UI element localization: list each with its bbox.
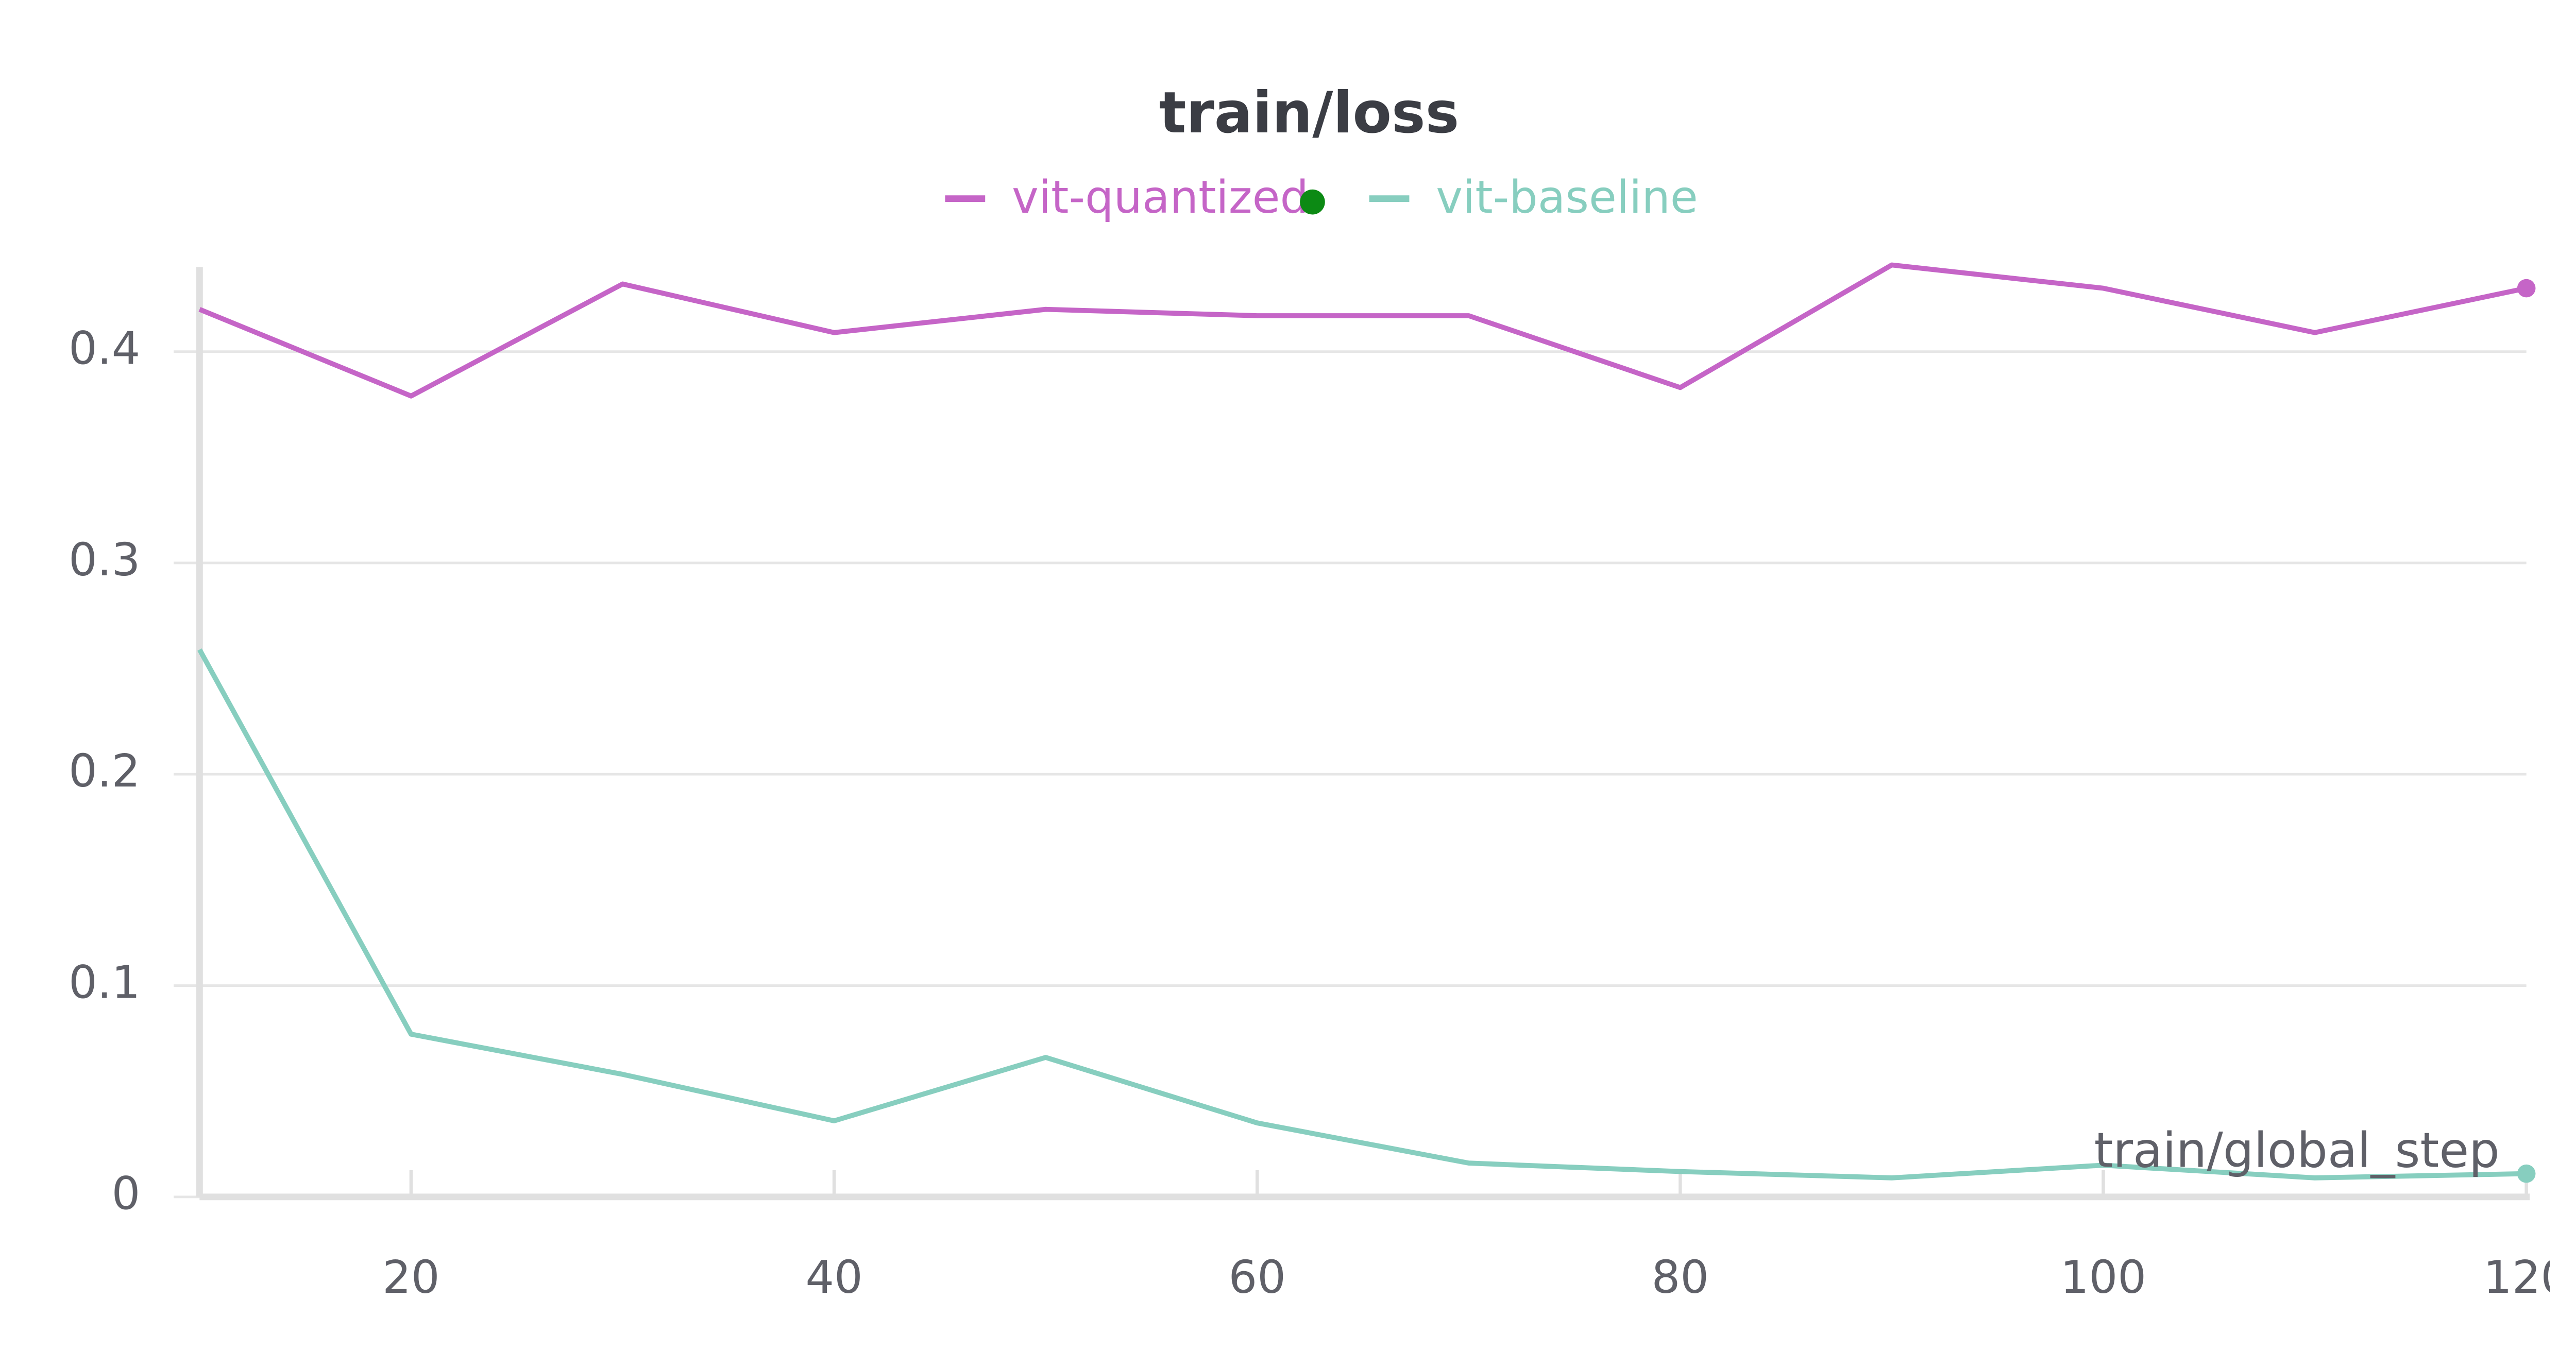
x-tick-label: 100 xyxy=(2060,1251,2146,1304)
x-tick-label: 60 xyxy=(1229,1251,1286,1304)
legend: vit-quantized vit-baseline xyxy=(945,171,1698,224)
y-tick-label: 0.2 xyxy=(69,745,140,797)
run-status-dot xyxy=(1300,189,1325,215)
y-tick-label: 0 xyxy=(112,1168,141,1220)
y-tick-label: 0.1 xyxy=(69,956,140,1008)
legend-label: vit-baseline xyxy=(1436,171,1698,224)
series-line xyxy=(197,648,2527,1181)
legend-label: vit-quantized xyxy=(1012,171,1309,224)
y-tick-label: 0.3 xyxy=(69,534,140,586)
y-tick-label: 0.4 xyxy=(69,322,140,375)
end-point xyxy=(2517,279,2536,298)
x-tick-label: 40 xyxy=(805,1251,862,1304)
series-line xyxy=(198,262,2527,399)
x-tick-label: 120 xyxy=(2483,1251,2569,1304)
chart-title: train/loss xyxy=(1159,80,1459,146)
x-tick-label: 80 xyxy=(1652,1251,1709,1304)
end-point xyxy=(2517,1164,2536,1183)
x-axis-title: train/global_step xyxy=(2094,1122,2500,1178)
plot-area: 0 0.1 0.2 0.3 0.4 20 40 60 80 100 120 train/global_… xyxy=(69,262,2569,1304)
x-ticks: 20 40 60 80 100 120 xyxy=(382,1170,2569,1304)
x-tick-label: 20 xyxy=(382,1251,439,1304)
